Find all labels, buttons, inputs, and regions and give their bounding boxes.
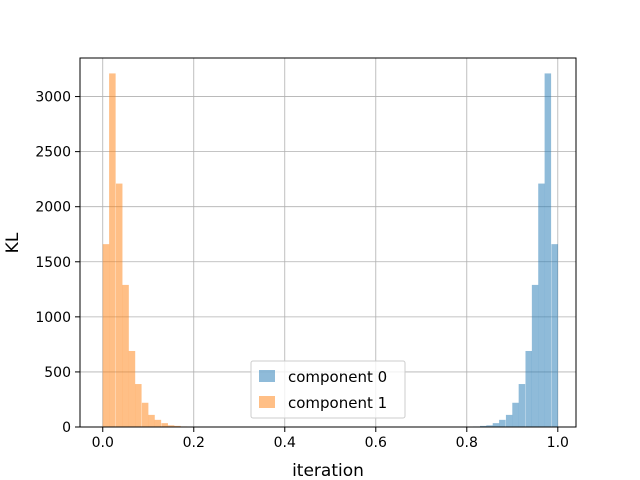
histogram-bar-component-0: [512, 402, 519, 427]
y-tick-label: 2000: [35, 200, 71, 216]
legend-swatch-component-1: [259, 396, 275, 408]
y-tick-label: 1500: [35, 255, 71, 271]
histogram-bar-component-0: [479, 425, 487, 427]
histogram-bar-component-1: [154, 419, 162, 427]
histogram-bar-component-1: [135, 384, 142, 427]
x-axis-label: iteration: [292, 461, 364, 480]
x-tick-label: 0.8: [456, 435, 478, 451]
histogram-bar-component-0: [538, 183, 545, 427]
plot-frame: [79, 57, 577, 428]
histogram-bar-component-1: [148, 414, 155, 427]
x-tick-label: 0.4: [274, 435, 296, 451]
legend-label-component-1: component 1: [288, 394, 387, 412]
histogram-bar-component-1: [161, 423, 168, 427]
histogram-bar-component-0: [492, 423, 500, 427]
y-tick-label: 2500: [35, 145, 71, 161]
histogram-bar-component-1: [109, 73, 116, 427]
histogram-bar-component-0: [531, 284, 539, 427]
histogram-bar-component-1: [141, 402, 149, 427]
x-tick-label: 0.0: [92, 435, 114, 451]
y-tick-label: 1000: [35, 310, 71, 326]
histogram-bar-component-1: [122, 284, 129, 427]
legend-box: [250, 360, 406, 419]
y-tick-label: 3000: [35, 90, 71, 106]
legend-label-component-0: component 0: [288, 368, 387, 386]
histogram-bar-component-1: [167, 425, 175, 427]
y-tick-label: 500: [44, 365, 71, 381]
legend-swatch-component-0: [259, 370, 275, 382]
x-tick-label: 1.0: [547, 435, 569, 451]
legend: component 0 component 1: [250, 360, 406, 419]
histogram-bar-component-0: [525, 350, 532, 427]
histogram-bar-component-1: [174, 425, 181, 427]
histogram-bar-component-0: [518, 384, 526, 427]
x-tick-label: 0.6: [365, 435, 387, 451]
axis-ticks: 0.0 0.2 0.4 0.6 0.8 1.0 0 500 1000 1500 2000 2500 30…: [35, 90, 569, 451]
histogram-bar-component-0: [551, 244, 558, 427]
histogram-bar-component-0: [499, 419, 506, 427]
histogram-bar-component-0: [505, 414, 513, 427]
x-tick-label: 0.2: [183, 435, 205, 451]
y-axis-label: KL: [3, 232, 23, 253]
histogram-bar-component-1: [115, 183, 123, 427]
histogram-bar-component-1: [102, 244, 110, 427]
histogram-bar-component-1: [128, 350, 136, 427]
histogram-bar-component-0: [544, 73, 552, 427]
histogram-bar-component-0: [486, 425, 493, 427]
grid: [80, 58, 576, 428]
y-tick-label: 0: [62, 420, 71, 436]
